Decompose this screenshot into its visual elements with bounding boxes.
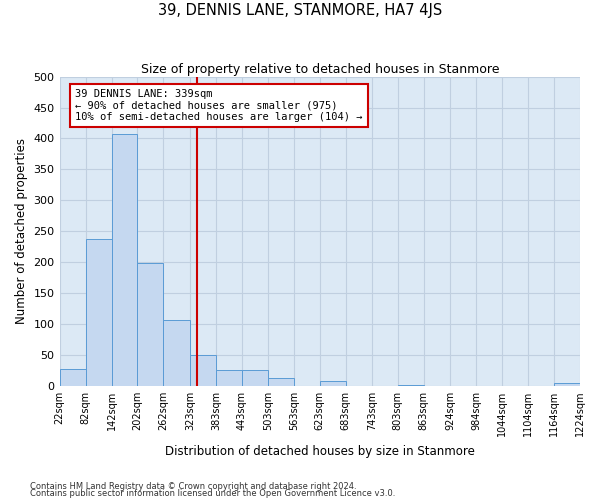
Bar (59, 369, 86, 386)
X-axis label: Distribution of detached houses by size in Stanmore: Distribution of detached houses by size … (165, 444, 475, 458)
Y-axis label: Number of detached properties: Number of detached properties (15, 138, 28, 324)
Bar (320, 381, 346, 386)
Text: Contains HM Land Registry data © Crown copyright and database right 2024.: Contains HM Land Registry data © Crown c… (30, 482, 356, 491)
Title: Size of property relative to detached houses in Stanmore: Size of property relative to detached ho… (140, 62, 499, 76)
Bar (216, 370, 242, 386)
Text: 39 DENNIS LANE: 339sqm
← 90% of detached houses are smaller (975)
10% of semi-de: 39 DENNIS LANE: 339sqm ← 90% of detached… (75, 89, 362, 122)
Bar (190, 355, 216, 386)
Bar (137, 264, 163, 386)
Bar (554, 384, 580, 386)
Bar (86, 238, 112, 386)
Bar (112, 134, 137, 386)
Bar (163, 320, 190, 386)
Text: Contains public sector information licensed under the Open Government Licence v3: Contains public sector information licen… (30, 489, 395, 498)
Bar (268, 378, 294, 386)
Bar (242, 370, 268, 386)
Text: 39, DENNIS LANE, STANMORE, HA7 4JS: 39, DENNIS LANE, STANMORE, HA7 4JS (158, 2, 442, 18)
Bar (398, 384, 424, 386)
